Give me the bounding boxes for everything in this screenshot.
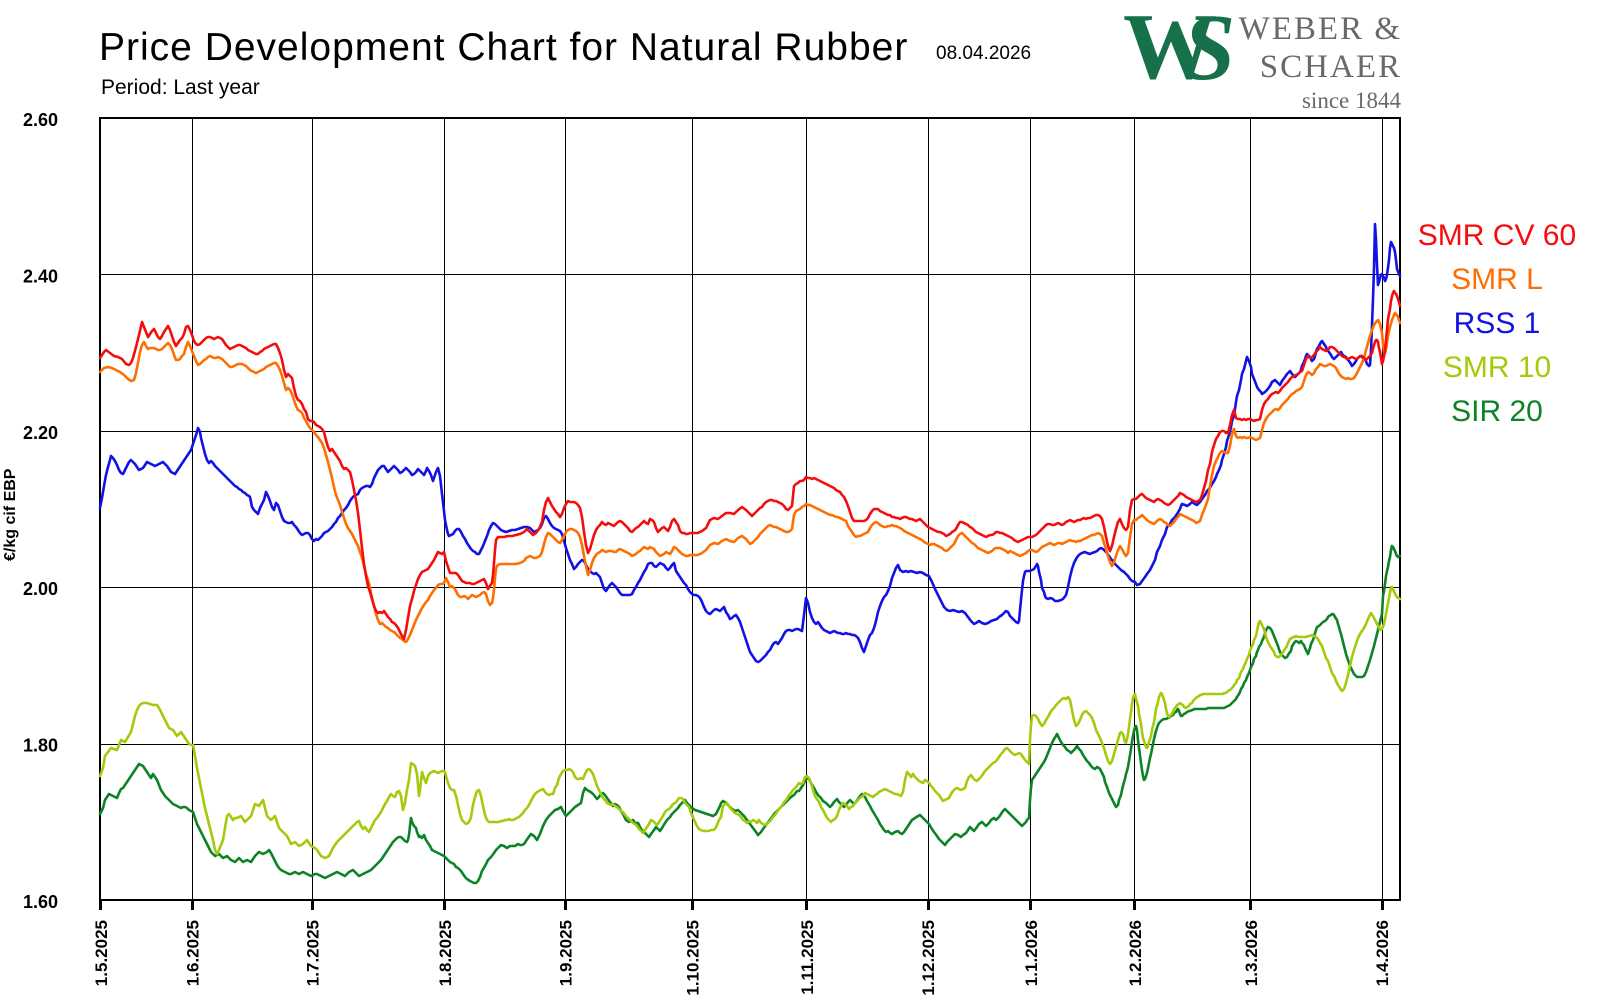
svg-text:since 1844: since 1844 [1302, 88, 1402, 113]
svg-text:2.60: 2.60 [23, 110, 58, 130]
svg-text:SCHAER: SCHAER [1260, 49, 1402, 85]
svg-text:08.04.2026: 08.04.2026 [936, 43, 1031, 64]
svg-text:1.60: 1.60 [23, 892, 58, 912]
svg-text:SMR L: SMR L [1451, 263, 1543, 296]
svg-text:1.2.2026: 1.2.2026 [1126, 920, 1145, 986]
svg-text:1.9.2025: 1.9.2025 [557, 920, 576, 986]
svg-text:1.8.2025: 1.8.2025 [436, 920, 455, 986]
svg-text:1.5.2025: 1.5.2025 [92, 920, 111, 986]
svg-text:1.3.2026: 1.3.2026 [1242, 920, 1261, 986]
svg-text:2.20: 2.20 [23, 423, 58, 443]
svg-text:1.6.2025: 1.6.2025 [184, 920, 203, 986]
svg-text:1.4.2026: 1.4.2026 [1373, 920, 1392, 986]
svg-text:WEBER &: WEBER & [1239, 11, 1402, 47]
svg-text:Period: Last year: Period: Last year [101, 76, 260, 99]
svg-text:1.1.2026: 1.1.2026 [1022, 920, 1041, 986]
svg-text:1.11.2025: 1.11.2025 [798, 920, 817, 995]
svg-text:1.7.2025: 1.7.2025 [304, 920, 323, 986]
svg-text:SIR 20: SIR 20 [1451, 395, 1543, 428]
svg-text:RSS 1: RSS 1 [1454, 307, 1541, 340]
svg-text:€/kg cif EBP: €/kg cif EBP [2, 468, 19, 561]
svg-text:W: W [1123, 0, 1217, 99]
svg-text:1.12.2025: 1.12.2025 [919, 920, 938, 996]
svg-text:2.00: 2.00 [23, 579, 58, 599]
svg-text:1.10.2025: 1.10.2025 [684, 920, 703, 996]
svg-text:SMR CV 60: SMR CV 60 [1418, 219, 1576, 252]
svg-text:2.40: 2.40 [23, 266, 58, 286]
svg-text:SMR 10: SMR 10 [1443, 351, 1551, 384]
svg-text:S: S [1183, 0, 1235, 100]
svg-text:Price Development Chart for Na: Price Development Chart for Natural Rubb… [99, 26, 908, 69]
svg-text:1.80: 1.80 [23, 736, 58, 756]
